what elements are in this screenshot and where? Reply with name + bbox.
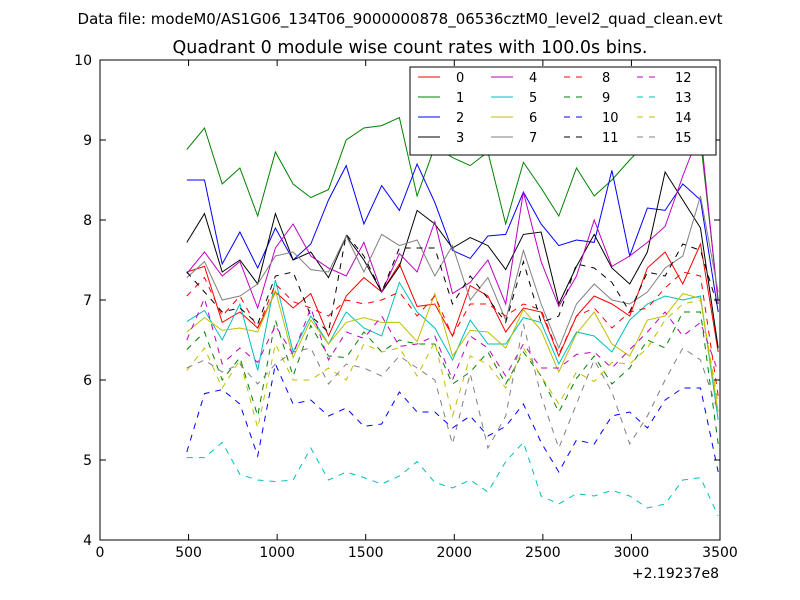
series-line-7 [186,195,719,350]
x-tick-label: 0 [96,545,105,561]
y-tick-label: 5 [83,453,92,469]
series-line-3 [186,170,719,349]
legend-label: 0 [456,71,464,86]
legend-label: 6 [529,111,537,126]
legend-label: 10 [602,111,619,126]
y-tick-label: 4 [83,533,92,549]
x-tick-label: 2000 [436,545,472,561]
x-tick-label: 1000 [259,545,295,561]
series-line-10 [186,362,719,474]
legend-label: 11 [602,131,619,146]
series-line-9 [186,311,719,445]
legend-label: 13 [675,91,692,106]
y-tick-label: 6 [83,373,92,389]
series-line-15 [186,323,719,450]
series-line-6 [186,288,719,413]
legend-label: 7 [529,131,537,146]
legend-label: 14 [675,111,692,126]
x-offset-label: +2.19237e8 [632,566,719,582]
legend-label: 3 [456,131,464,146]
legend-label: 9 [602,91,610,106]
legend-label: 15 [675,131,692,146]
chart-title: Quadrant 0 module wise count rates with … [173,38,648,58]
x-tick-label: 3500 [702,545,738,561]
series-line-14 [186,299,719,429]
figure-suptitle: Data file: modeM0/AS1G06_134T06_90000008… [78,10,723,29]
series-line-4 [186,130,719,310]
series-line-11 [186,233,719,333]
legend-label: 8 [602,71,610,86]
legend-label: 4 [529,71,537,86]
y-tick-label: 7 [83,293,92,309]
x-tick-label: 500 [175,545,202,561]
x-tick-label: 2500 [525,545,561,561]
x-axis: 0 500 1000 1500 2000 2500 3000 3500 [96,60,738,561]
series-line-1 [186,116,719,301]
y-tick-label: 9 [83,133,92,149]
legend-label: 5 [529,91,537,106]
y-tick-label: 8 [83,213,92,229]
legend-label: 2 [456,111,464,126]
x-tick-label: 3000 [614,545,650,561]
legend-label: 1 [456,91,464,106]
legend-box [409,66,717,156]
y-tick-label: 10 [74,53,92,69]
series-layer [186,116,719,517]
series-line-13 [186,441,719,517]
x-tick-label: 1500 [348,545,384,561]
legend-label: 12 [675,71,692,86]
series-line-5 [186,279,719,421]
